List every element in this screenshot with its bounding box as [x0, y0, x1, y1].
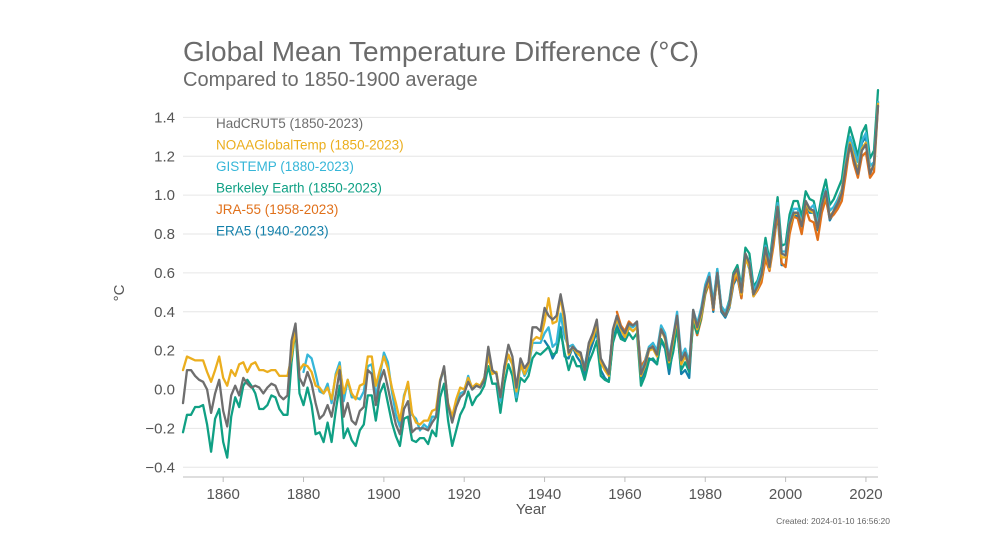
y-tick-label: 0.6 [154, 265, 175, 282]
y-tick-label: 1.2 [154, 148, 175, 165]
legend-entry: JRA-55 (1958-2023) [216, 202, 338, 217]
y-tick-label: 0.2 [154, 343, 175, 360]
created-timestamp: Created: 2024-01-10 16:56:20 [776, 516, 890, 526]
x-tick-label: 1940 [528, 486, 561, 503]
series-line-hadcrut5 [181, 104, 880, 436]
x-tick-label: 1860 [206, 486, 239, 503]
x-axis-title: Year [516, 501, 546, 518]
legend: HadCRUT5 (1850-2023) NOAAGlobalTemp (1850… [216, 116, 404, 239]
legend-entry: Berkeley Earth (1850-2023) [216, 181, 382, 196]
x-tick-label: 2000 [769, 486, 802, 503]
y-axis-title: °C [111, 284, 128, 301]
x-tick-label: 1920 [448, 486, 481, 503]
data-series [181, 89, 880, 459]
x-tick-label: 1980 [689, 486, 722, 503]
legend-entry: ERA5 (1940-2023) [216, 224, 329, 239]
legend-entry: NOAAGlobalTemp (1850-2023) [216, 138, 404, 153]
legend-entry: GISTEMP (1880-2023) [216, 159, 354, 174]
x-tick-label: 1900 [367, 486, 400, 503]
y-tick-label: −0.2 [145, 420, 175, 437]
axes: −0.4 −0.2 0.0 0.2 0.4 0.6 0.8 1.0 1.2 1.4 1860 1880… [145, 109, 882, 503]
chart-title: Global Mean Temperature Difference (°C) [183, 36, 699, 67]
chart-subtitle: Compared to 1850-1900 average [183, 69, 478, 91]
y-tick-label: −0.4 [145, 459, 175, 476]
y-tick-label: 0.4 [154, 304, 175, 321]
y-tick-label: 1.0 [154, 187, 175, 204]
x-tick-label: 1960 [608, 486, 641, 503]
y-tick-label: 0.0 [154, 382, 175, 399]
series-line-jra-55 [615, 104, 880, 370]
y-tick-label: 0.8 [154, 226, 175, 243]
series-line-era5 [543, 100, 880, 383]
legend-entry: HadCRUT5 (1850-2023) [216, 116, 363, 131]
x-tick-label: 2020 [849, 486, 882, 503]
y-tick-label: 1.4 [154, 109, 175, 126]
x-tick-label: 1880 [287, 486, 320, 503]
